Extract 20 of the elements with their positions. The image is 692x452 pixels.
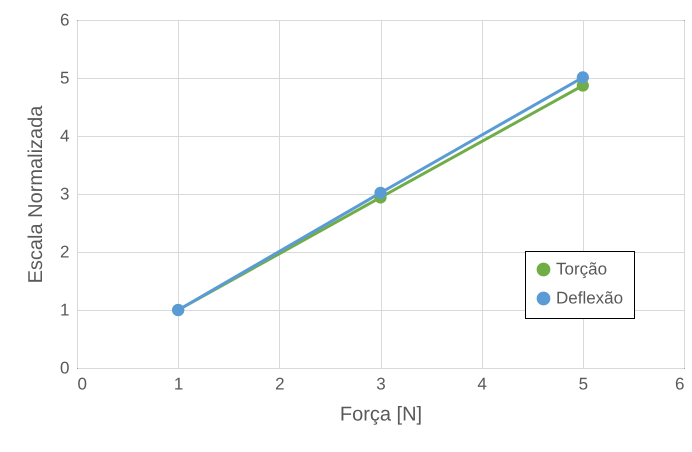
x-tick-label: 1 (174, 374, 184, 394)
x-tick-label: 4 (477, 374, 487, 394)
x-tick-label: 2 (275, 374, 285, 394)
y-tick-label: 3 (60, 184, 70, 204)
y-tick-label: 2 (60, 242, 70, 262)
x-tick-label: 5 (578, 374, 588, 394)
y-axis-title: Escala Normalizada (25, 104, 48, 284)
y-tick-label: 0 (60, 358, 70, 378)
y-tick-label: 5 (60, 68, 70, 88)
legend-label: Deflexão (556, 288, 624, 308)
x-tick-label: 0 (78, 374, 87, 394)
y-tick-label: 1 (60, 300, 70, 320)
x-tick-label: 3 (376, 374, 386, 394)
x-tick-label: 6 (675, 374, 684, 394)
x-axis-title: Força [N] (340, 404, 422, 426)
y-tick-label: 6 (60, 10, 70, 30)
point (374, 186, 387, 199)
point (576, 71, 589, 84)
y-tick-label: 4 (60, 126, 70, 146)
legend-label: Torção (556, 260, 608, 278)
